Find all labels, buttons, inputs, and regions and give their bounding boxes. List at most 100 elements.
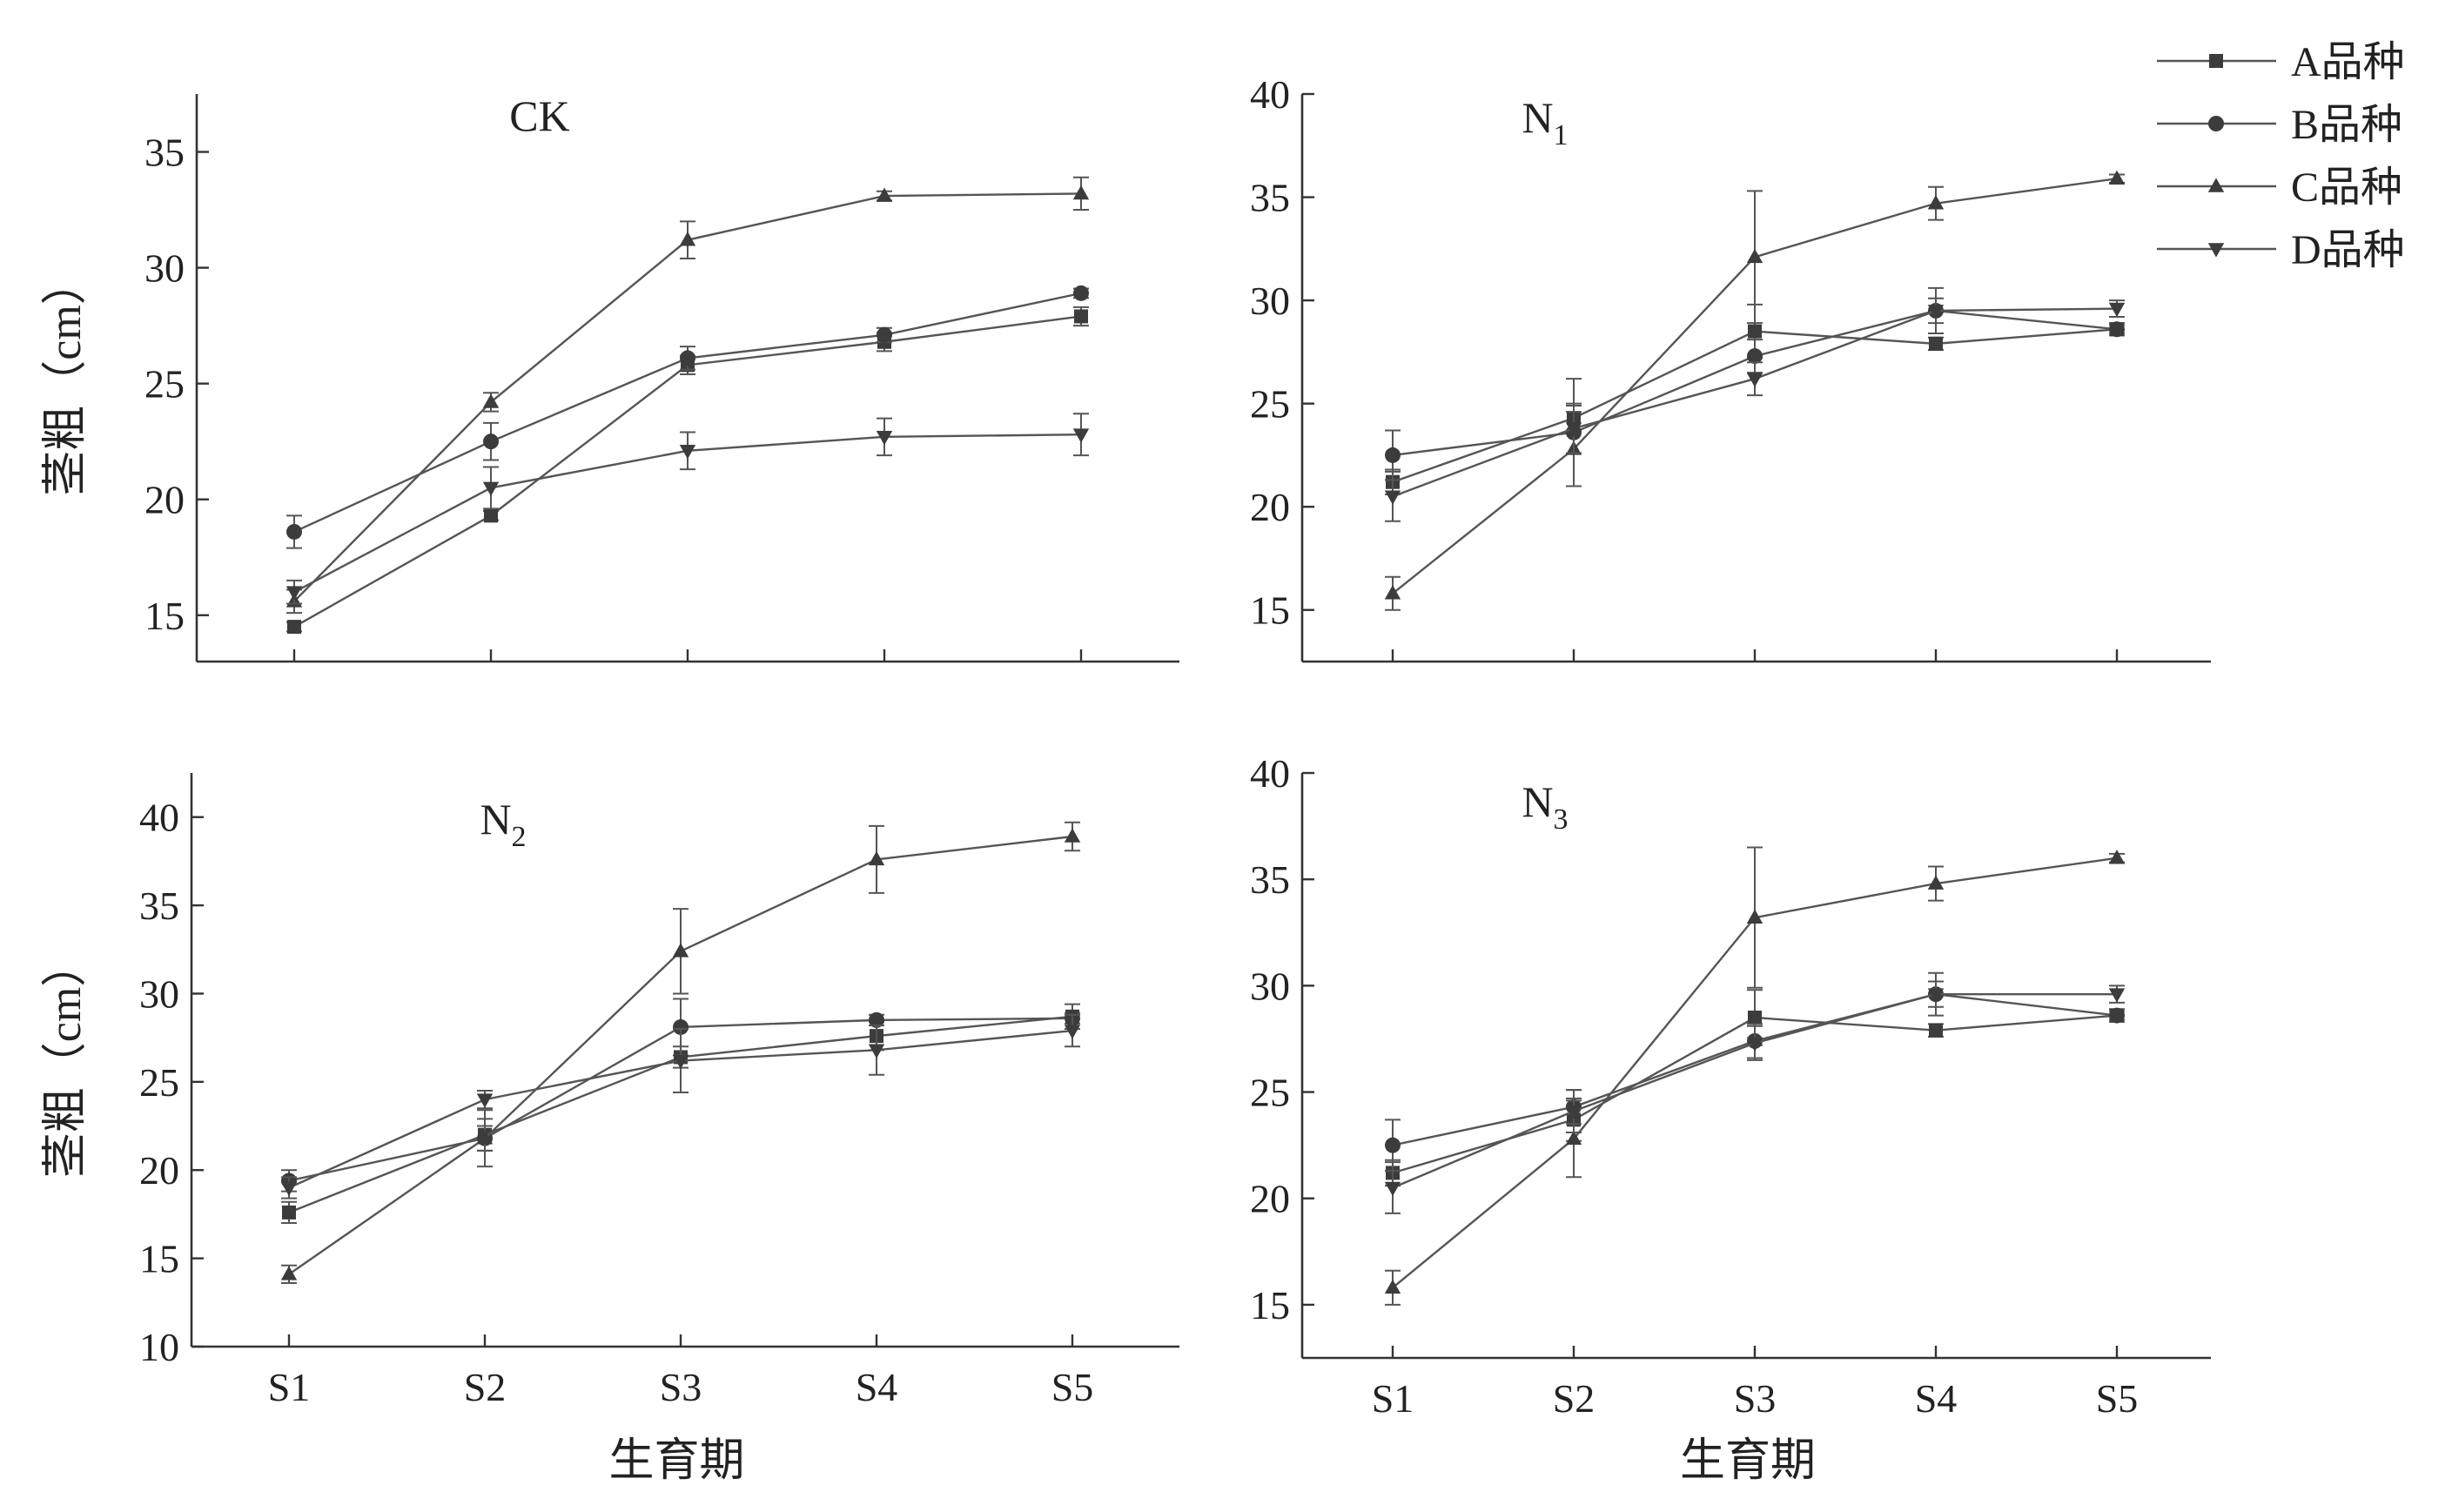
legend-marker — [2207, 243, 2225, 258]
data-point — [2108, 988, 2126, 1003]
legend-item: A品种 — [2157, 39, 2405, 85]
series-3 — [1384, 846, 2126, 1306]
series-1 — [1385, 303, 2125, 495]
data-point — [1565, 1105, 1582, 1120]
data-point — [673, 1018, 689, 1035]
x-tick-label: S2 — [464, 1365, 507, 1409]
data-point — [672, 1054, 689, 1070]
data-point — [483, 433, 499, 450]
y-tick-label: 15 — [139, 1237, 179, 1281]
series-2 — [286, 285, 1089, 549]
data-point — [1927, 988, 1945, 1003]
panel-title: CK — [509, 91, 569, 140]
data-point — [672, 943, 689, 958]
data-point — [2109, 321, 2125, 338]
data-point — [1385, 1137, 1401, 1153]
data-point — [1064, 828, 1081, 843]
panel-2: 15 20 25 30 35 40 N1 — [1250, 72, 2211, 663]
data-point — [2109, 1007, 2125, 1024]
y-tick-label: 20 — [1250, 485, 1290, 529]
data-point — [1746, 373, 1763, 387]
panel-title: N3 — [1522, 777, 1568, 836]
data-point — [1384, 490, 1401, 505]
y-tick-label: 20 — [144, 478, 185, 522]
panel-title: N2 — [480, 795, 526, 853]
panel-4: 15 20 25 30 35 40 S1 S2 S3 S4 S5 N3 生育期 — [1250, 751, 2211, 1486]
y-tick-label: 25 — [1250, 1071, 1290, 1115]
data-point — [1746, 909, 1763, 924]
x-tick-label: S5 — [1051, 1365, 1094, 1409]
data-point — [1747, 348, 1763, 365]
y-tick-label: 40 — [1250, 72, 1290, 117]
data-point — [1565, 422, 1582, 437]
x-tick-label: S3 — [1734, 1376, 1777, 1421]
series-4 — [286, 413, 1090, 605]
panel-title: N1 — [1522, 93, 1568, 151]
data-point — [1927, 195, 1945, 210]
data-point — [1929, 1023, 1943, 1038]
x-axis-title: 生育期 — [1680, 1436, 1816, 1486]
panel-title-main: N — [480, 795, 511, 843]
data-point — [1748, 324, 1762, 339]
y-tick-label: 25 — [1250, 382, 1290, 427]
x-tick-label: S1 — [268, 1365, 311, 1409]
data-point — [482, 393, 500, 408]
data-point — [1565, 1130, 1582, 1146]
x-tick-label: S3 — [660, 1365, 702, 1409]
data-point — [1072, 185, 1090, 200]
y-tick-label: 30 — [144, 246, 185, 291]
panel-1: 15 20 25 30 35 CK 茎粗（cm） — [41, 91, 1179, 663]
x-tick-label: S4 — [856, 1365, 898, 1409]
data-point — [476, 1130, 494, 1145]
data-point — [679, 232, 696, 246]
data-point — [877, 326, 892, 343]
data-point — [1073, 285, 1089, 301]
data-point — [1064, 1025, 1081, 1039]
data-point — [868, 1044, 885, 1058]
x-tick-label: S2 — [1553, 1376, 1595, 1421]
y-tick-label: 30 — [1250, 964, 1290, 1008]
data-point — [1929, 336, 1943, 351]
data-point — [286, 523, 302, 540]
data-point — [876, 431, 893, 446]
data-point — [476, 1093, 494, 1108]
x-tick-label: S5 — [2096, 1376, 2139, 1421]
panel-title-subscript: 2 — [512, 821, 527, 853]
legend-label: D品种 — [2291, 227, 2405, 273]
data-point — [876, 187, 893, 202]
y-tick-label: 35 — [144, 131, 185, 175]
data-point — [868, 850, 885, 866]
legend: A品种 B品种 C品种 D品种 — [2157, 39, 2405, 273]
series-line — [293, 292, 1082, 534]
data-point — [2108, 302, 2126, 318]
data-point — [1384, 1279, 1401, 1294]
series-3 — [280, 821, 1081, 1285]
legend-marker — [2209, 54, 2223, 68]
x-axis-title: 生育期 — [608, 1436, 744, 1486]
data-point — [482, 481, 500, 497]
y-tick-label: 15 — [1250, 1283, 1290, 1327]
legend-marker — [2207, 178, 2225, 192]
data-point — [1746, 1037, 1763, 1052]
y-tick-label: 10 — [139, 1325, 179, 1369]
y-tick-label: 15 — [1250, 588, 1290, 633]
series-4 — [1384, 297, 2126, 522]
data-point — [2108, 850, 2126, 864]
legend-label: A品种 — [2291, 39, 2405, 85]
x-tick-label: S1 — [1372, 1376, 1414, 1421]
y-axis-title: 茎粗（cm） — [41, 259, 91, 496]
legend-item: B品种 — [2157, 102, 2402, 148]
data-point — [280, 1181, 298, 1197]
y-tick-label: 15 — [144, 594, 185, 638]
data-point — [1385, 447, 1401, 463]
y-tick-label: 30 — [1250, 279, 1290, 323]
panel-title-main: N — [1522, 777, 1553, 826]
panel-3: 10 15 20 25 30 35 40 S1 S2 S3 S4 S5 N2 茎粗（cm） 生育期 — [41, 773, 1179, 1486]
series-3 — [1384, 170, 2126, 611]
series-1 — [1385, 989, 2125, 1187]
data-point — [287, 620, 301, 635]
panel-title-main: CK — [509, 91, 569, 140]
data-point — [1927, 875, 1945, 890]
y-axis-title: 茎粗（cm） — [41, 942, 91, 1179]
